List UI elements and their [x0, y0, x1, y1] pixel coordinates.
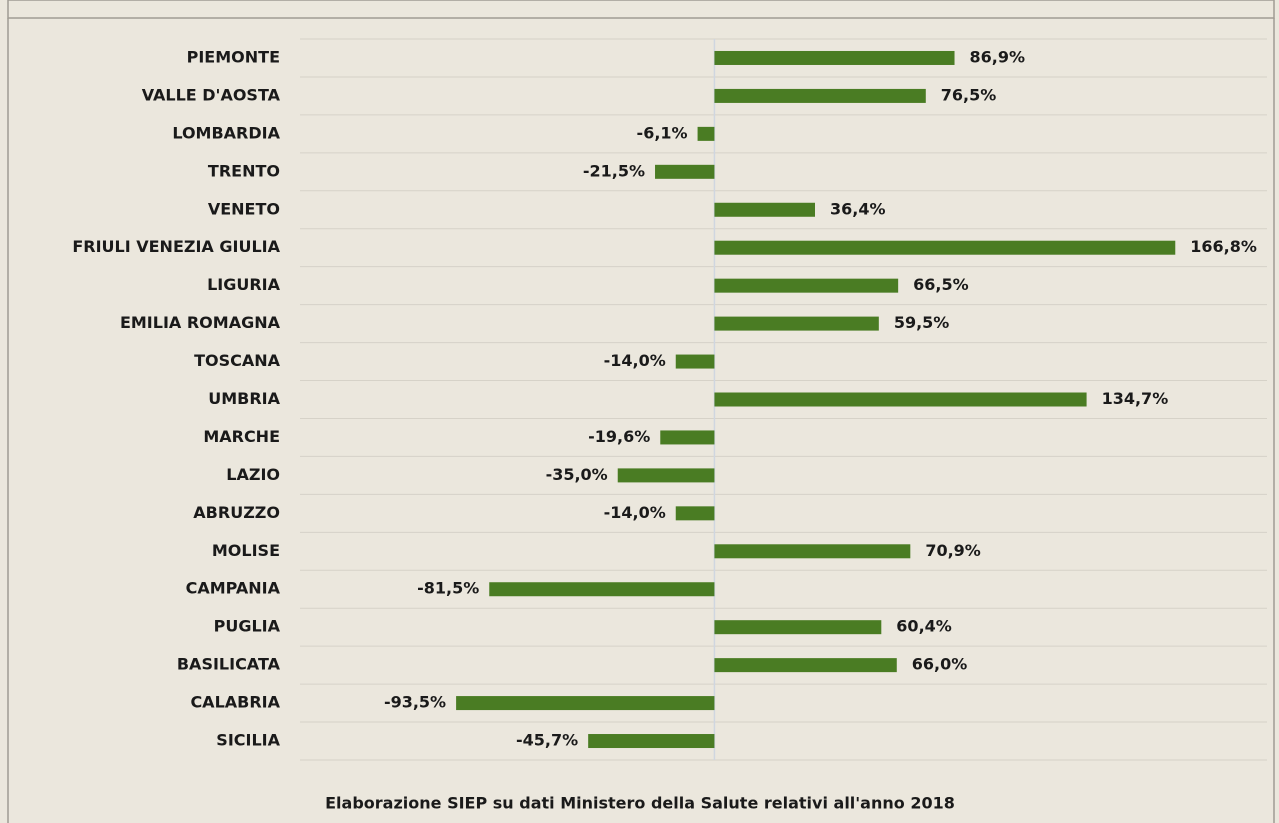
value-label: 66,5% — [913, 275, 969, 294]
bar — [714, 544, 911, 559]
y-tick-label: SICILIA — [216, 731, 280, 750]
value-label: -81,5% — [417, 579, 479, 598]
value-label: 134,7% — [1102, 389, 1169, 408]
bar — [456, 696, 715, 711]
bar — [714, 50, 955, 65]
y-tick-label: EMILIA ROMAGNA — [120, 313, 281, 332]
value-label: -45,7% — [516, 731, 578, 750]
y-tick-label: MARCHE — [203, 427, 280, 446]
y-tick-label: TRENTO — [208, 161, 280, 180]
value-label: -19,6% — [588, 427, 650, 446]
y-tick-label: ABRUZZO — [193, 503, 280, 522]
y-tick-label: VALLE D'AOSTA — [142, 85, 281, 104]
value-label: -21,5% — [583, 161, 645, 180]
bar — [675, 354, 715, 369]
y-tick-label: FRIULI VENEZIA GIULIA — [72, 237, 280, 256]
bar — [714, 202, 815, 217]
bar — [714, 278, 899, 293]
y-tick-label: UMBRIA — [208, 389, 280, 408]
y-tick-label: LOMBARDIA — [172, 123, 280, 142]
value-label: 86,9% — [970, 47, 1026, 66]
y-tick-label: CAMPANIA — [186, 579, 281, 598]
bar — [489, 582, 715, 597]
bar — [697, 126, 715, 141]
y-tick-label: BASILICATA — [177, 655, 281, 674]
y-tick-label: CALABRIA — [190, 693, 280, 712]
bar — [714, 658, 897, 673]
value-label: -6,1% — [637, 123, 688, 142]
bar — [714, 620, 882, 635]
value-label: -14,0% — [604, 351, 666, 370]
bar — [714, 88, 926, 103]
bar — [675, 506, 715, 521]
value-label: 76,5% — [941, 85, 997, 104]
y-tick-label: PIEMONTE — [187, 47, 280, 66]
bar — [714, 316, 879, 331]
title-frame — [7, 0, 1275, 19]
y-tick-label: LIGURIA — [207, 275, 281, 294]
bar — [714, 392, 1087, 407]
bar — [588, 734, 715, 749]
y-tick-label: TOSCANA — [194, 351, 281, 370]
value-label: 70,9% — [925, 541, 981, 560]
value-label: 166,8% — [1190, 237, 1257, 256]
value-label: 60,4% — [896, 617, 952, 636]
y-tick-label: MOLISE — [212, 541, 280, 560]
bar — [714, 240, 1176, 255]
source-note: Elaborazione SIEP su dati Ministero dell… — [325, 794, 955, 813]
bar — [655, 164, 715, 179]
value-label: 36,4% — [830, 199, 886, 218]
bar — [617, 468, 715, 483]
value-label: 59,5% — [894, 313, 950, 332]
y-tick-label: VENETO — [208, 199, 280, 218]
value-label: -35,0% — [546, 465, 608, 484]
bar — [660, 430, 715, 445]
value-label: 66,0% — [912, 655, 968, 674]
y-tick-label: LAZIO — [226, 465, 280, 484]
value-label: -93,5% — [384, 693, 446, 712]
y-tick-label: PUGLIA — [214, 617, 281, 636]
value-label: -14,0% — [604, 503, 666, 522]
